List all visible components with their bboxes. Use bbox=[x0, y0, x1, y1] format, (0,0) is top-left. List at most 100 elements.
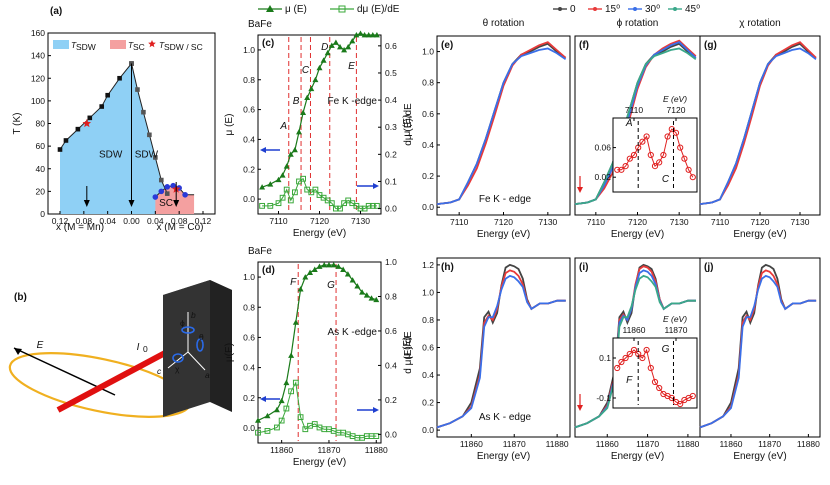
panel-g-frame bbox=[699, 35, 821, 216]
inset-f-point bbox=[630, 151, 638, 159]
legend-star bbox=[148, 40, 156, 48]
panel-f-x-tick-label: 7120 bbox=[628, 217, 647, 227]
panel-e-x-tick-label: 7110 bbox=[450, 217, 469, 227]
axis-chi-label: χ bbox=[175, 364, 180, 374]
panel-i-label: (i) bbox=[579, 262, 588, 273]
inset-f-feature-label-1: C bbox=[662, 174, 670, 185]
panel-c-yr-tick-label: 0.2 bbox=[385, 149, 397, 159]
panel-d-ylabel-left: μ(E) bbox=[224, 343, 235, 362]
inset-f-point bbox=[639, 138, 646, 145]
legend-star-sub: SDW / SC bbox=[164, 42, 203, 52]
mu-point-d bbox=[340, 266, 347, 272]
panel-g-xlabel: Energy (eV) bbox=[733, 229, 786, 240]
mu-point-d bbox=[316, 263, 323, 269]
mu-point-d bbox=[255, 417, 261, 423]
panel-a-y-tick-label: 60 bbox=[36, 141, 46, 151]
panel-h-edge-label: As K - edge bbox=[479, 412, 532, 423]
mu-point-c bbox=[365, 32, 372, 38]
mu-point-d bbox=[349, 277, 356, 283]
mu-point-d bbox=[283, 379, 290, 386]
mu-point-d bbox=[307, 269, 314, 275]
sdw-co-point bbox=[158, 177, 164, 183]
legend-angle-label-1: 15⁰ bbox=[605, 4, 620, 15]
mu-point-d bbox=[264, 412, 271, 419]
phi-rotation bbox=[181, 326, 195, 334]
legend-angle-label-0: 0 bbox=[570, 4, 576, 15]
inset-f-point bbox=[672, 129, 680, 136]
panel-g-x-tick-label: 7120 bbox=[751, 217, 770, 227]
sdw-co-point bbox=[147, 132, 152, 138]
mu-point-c bbox=[369, 32, 376, 38]
inset-f-point bbox=[618, 166, 625, 173]
inset-f-point bbox=[626, 155, 633, 162]
panel-e-y-tick-label: 0.8 bbox=[422, 78, 434, 88]
sdw-co-point bbox=[164, 191, 170, 196]
panel-h-x-tick-label: 11870 bbox=[503, 439, 526, 449]
inset-f-x-tick-label: 7110 bbox=[625, 105, 644, 115]
panel-c-edge-label: Fe K -edge bbox=[328, 96, 378, 107]
panel-d-yr-tick-label: 1.0 bbox=[385, 257, 397, 267]
panel-c-frame bbox=[257, 34, 382, 215]
panel-e-label: (e) bbox=[441, 40, 453, 51]
panel-g-label: (g) bbox=[704, 40, 717, 51]
mu-point-d bbox=[325, 262, 332, 268]
mu-point-c bbox=[287, 151, 294, 157]
inset-i-point bbox=[643, 346, 650, 354]
panel-e-y-tick-label: 1.0 bbox=[422, 47, 434, 57]
panel-h-series-1 bbox=[436, 269, 566, 429]
xray-beam bbox=[56, 342, 182, 413]
legend-sc-swatch bbox=[110, 40, 126, 49]
sdw-mn-point bbox=[75, 126, 81, 132]
legend-star-label: T bbox=[159, 40, 165, 50]
column-title-1: ϕ rotation bbox=[617, 18, 659, 29]
deriv-point-d bbox=[302, 426, 309, 433]
panel-c-xlabel: Energy (eV) bbox=[293, 228, 346, 239]
deriv-point-c bbox=[287, 197, 294, 204]
deriv-point-c bbox=[259, 202, 266, 209]
deriv-point-d bbox=[278, 417, 285, 424]
panel-e-x-tick-label: 7130 bbox=[538, 217, 557, 227]
legend-sc-sub: SC bbox=[133, 42, 145, 52]
panel-d-x-tick-label: 11870 bbox=[317, 445, 340, 455]
panel-c-yl-tick-label: 1.0 bbox=[243, 45, 255, 55]
panel-c-compound-label: BaFe bbox=[248, 19, 272, 30]
panel-j-series-2 bbox=[699, 274, 817, 429]
panel-h-y-tick-label: 1.0 bbox=[422, 287, 434, 297]
panel-a-y-tick-label: 140 bbox=[31, 51, 45, 61]
region-label-sc: SC bbox=[159, 198, 173, 209]
deriv-point-c bbox=[292, 189, 298, 196]
panel-h-y-tick-label: 0.4 bbox=[422, 370, 434, 380]
feature-letter-B: B bbox=[293, 96, 300, 107]
mu-point-d bbox=[354, 283, 361, 289]
panel-b-label: (b) bbox=[14, 292, 27, 303]
axis-phi-label: ϕ bbox=[180, 318, 185, 328]
panel-g-x-tick-label: 7130 bbox=[791, 217, 810, 227]
inset-i-point bbox=[651, 378, 659, 386]
inset-f-point bbox=[656, 159, 663, 166]
mu-point-d bbox=[278, 397, 285, 404]
panel-e-y-tick-label: 0.4 bbox=[422, 140, 434, 150]
panel-c-x-tick-label: 7130 bbox=[351, 216, 370, 226]
inset-f-point bbox=[622, 163, 629, 170]
mu-point-c bbox=[328, 42, 335, 48]
mu-point-c bbox=[341, 46, 348, 53]
panel-d-label: (d) bbox=[262, 265, 275, 276]
panel-d-frame bbox=[257, 261, 382, 444]
sdw-mn-point bbox=[99, 104, 105, 109]
panel-a-x-tick-label: 0.12 bbox=[195, 216, 212, 226]
inset-i-x-tick-label: 11870 bbox=[664, 325, 687, 335]
mu-point-d bbox=[359, 289, 366, 295]
mu-point-c bbox=[320, 57, 327, 63]
panel-i-x-tick-label: 11880 bbox=[676, 439, 699, 449]
deriv-point-c bbox=[300, 175, 307, 182]
inset-i-feature-label-0: F bbox=[626, 375, 633, 386]
panel-h-y-tick-label: 0.8 bbox=[422, 315, 434, 325]
feature-letter-A: A bbox=[279, 121, 287, 132]
panel-i-x-tick-label: 11860 bbox=[596, 439, 619, 449]
panel-d-yr-tick-label: 0.4 bbox=[385, 360, 397, 370]
panel-a-x-tick-label: 0.04 bbox=[99, 216, 116, 226]
sc-point bbox=[158, 188, 165, 195]
panel-d-yr-tick-label: 0.8 bbox=[385, 291, 397, 301]
inset-f-point bbox=[664, 133, 671, 140]
panel-d-yl-tick-label: 0.8 bbox=[243, 302, 255, 312]
